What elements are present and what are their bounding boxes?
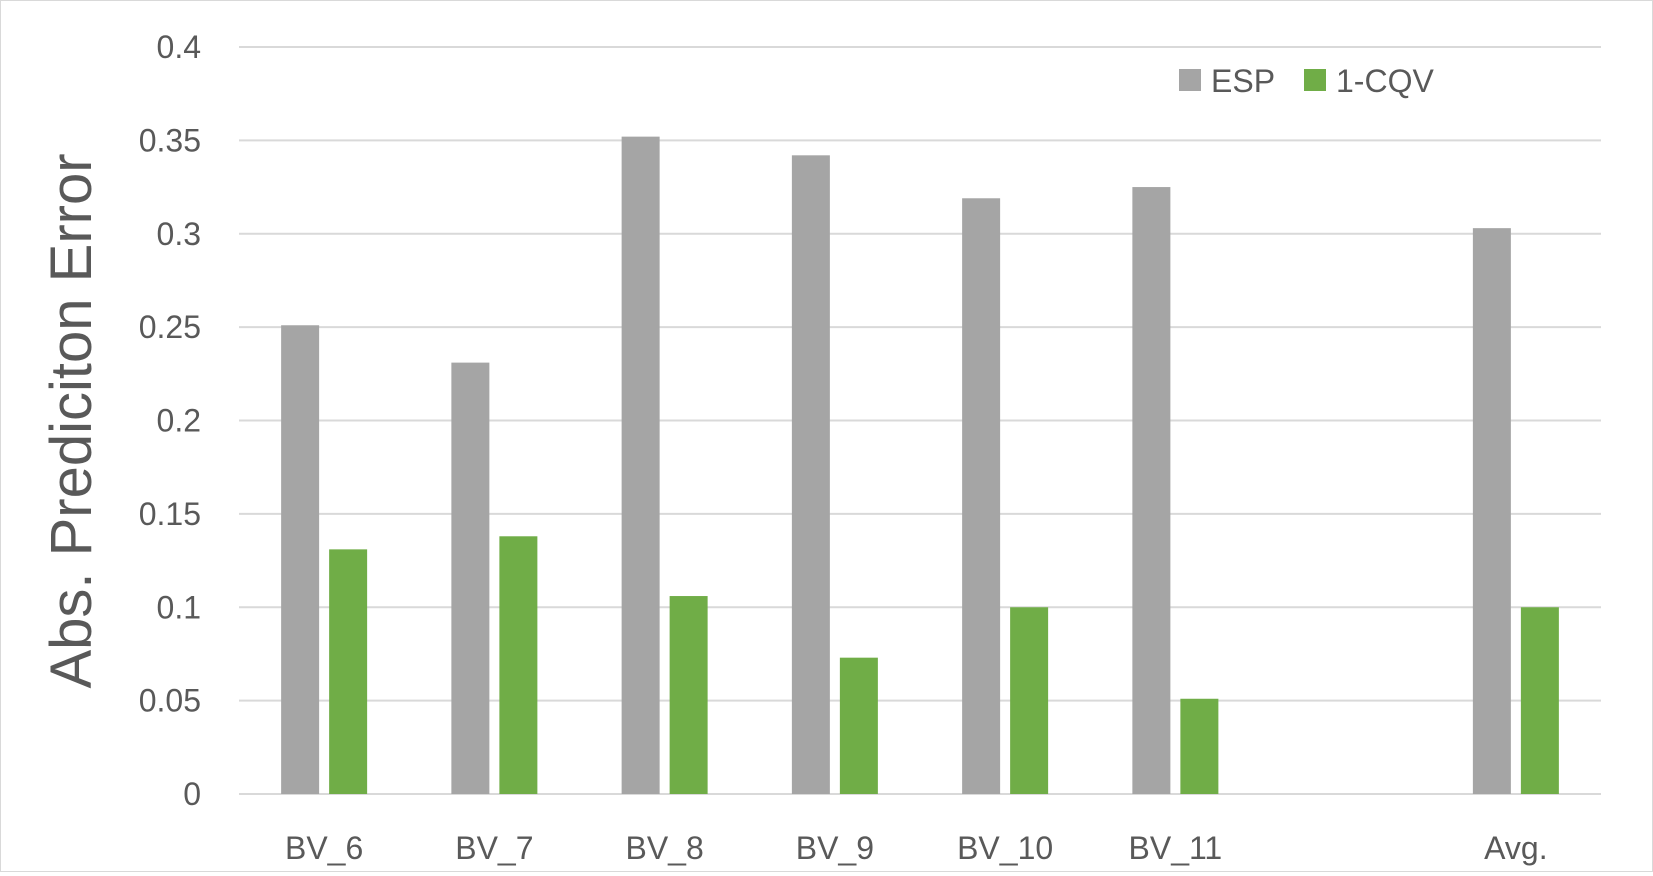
bar-1-cqv-bv-8 [669, 596, 708, 794]
bar-esp-bv-6 [281, 325, 320, 794]
bar-esp-bv-10 [962, 198, 1001, 794]
bar-esp-bv-11 [1132, 187, 1171, 794]
bar-esp-bv-9 [791, 155, 830, 794]
bar-1-cqv-avg- [1520, 607, 1559, 794]
x-category-label: BV_7 [455, 830, 533, 866]
legend-label: 1-CQV [1336, 63, 1434, 99]
legend-swatch [1179, 69, 1201, 91]
legend-swatch [1304, 69, 1326, 91]
x-category-label: BV_9 [796, 830, 874, 866]
bar-esp-bv-7 [451, 362, 490, 794]
bar-1-cqv-bv-10 [1010, 607, 1049, 794]
y-tick-label: 0.05 [139, 683, 201, 719]
y-tick-label: 0.2 [157, 403, 201, 439]
y-tick-label: 0.25 [139, 309, 201, 345]
y-axis-title: Abs. Prediciton Error [39, 153, 104, 688]
x-axis-labels: BV_6 BV_7 BV_8 BV_9 BV_10 BV_11 Avg. [285, 830, 1548, 866]
legend-label: ESP [1211, 63, 1275, 99]
x-category-label: BV_10 [957, 830, 1053, 866]
y-tick-label: 0.3 [157, 216, 201, 252]
x-category-label: BV_6 [285, 830, 363, 866]
bar-1-cqv-bv-6 [329, 549, 368, 794]
legend: ESP 1-CQV [1179, 63, 1434, 99]
bar-esp-bv-8 [621, 136, 660, 794]
y-tick-label: 0.1 [157, 589, 201, 625]
y-tick-label: 0.15 [139, 496, 201, 532]
y-tick-label: 0.4 [157, 29, 201, 65]
y-tick-label: 0 [183, 776, 201, 812]
x-category-label: BV_8 [625, 830, 703, 866]
bars [281, 136, 1559, 794]
x-category-label: Avg. [1484, 830, 1547, 866]
bar-esp-avg- [1472, 228, 1511, 794]
bar-1-cqv-bv-11 [1180, 698, 1219, 794]
gridlines [239, 46, 1601, 795]
x-category-label: BV_11 [1129, 830, 1223, 866]
y-tick-label: 0.35 [139, 122, 201, 158]
bar-1-cqv-bv-7 [499, 536, 538, 794]
bar-1-cqv-bv-9 [839, 657, 878, 794]
y-axis-ticks: 0 0.05 0.1 0.15 0.2 0.25 0.3 0.35 0.4 [139, 29, 201, 812]
